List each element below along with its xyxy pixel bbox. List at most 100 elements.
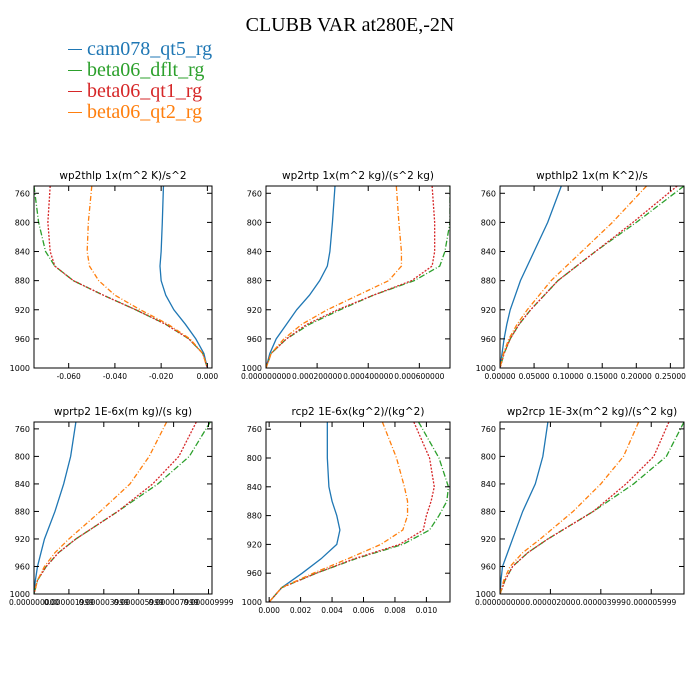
x-tick-label: 0.000200000 bbox=[292, 372, 342, 381]
plot-frame bbox=[499, 185, 685, 369]
panel: wprtp2 1E-6x(m kg)/(s kg) 760 800 840 880 920… bbox=[9, 406, 234, 607]
y-tick-label: 920 bbox=[15, 535, 30, 544]
x-tick-label: 0.000002000 bbox=[525, 598, 575, 607]
panel-title: wp2rcp 1E-3x(m^2 kg)/(s^2 kg) bbox=[507, 406, 678, 418]
x-tick-label: 0.000 bbox=[258, 606, 280, 615]
legend-item: beta06_dflt_rg bbox=[68, 59, 212, 81]
x-tick-label: 0.002 bbox=[290, 606, 312, 615]
y-tick-label: 920 bbox=[481, 535, 496, 544]
x-tick-label: 0.10000 bbox=[553, 372, 584, 381]
series-line bbox=[266, 186, 450, 368]
y-tick-label: 760 bbox=[247, 425, 262, 434]
panel-title: wp2rtp 1x(m^2 kg)/(s^2 kg) bbox=[282, 170, 434, 182]
panel-title: wp2thlp 1x(m^2 K)/s^2 bbox=[59, 170, 186, 182]
series-line bbox=[34, 422, 168, 594]
legend-label: beta06_qt2_rg bbox=[87, 101, 203, 123]
y-tick-label: 880 bbox=[247, 277, 262, 286]
x-tick-label: 0.15000 bbox=[587, 372, 618, 381]
panel: wpthlp2 1x(m K^2)/s 760 800 840 880 920 960 100… bbox=[476, 170, 686, 381]
x-tick-label: 0.000003999 bbox=[79, 598, 129, 607]
x-tick-label: -0.060 bbox=[57, 372, 81, 381]
x-tick-label: 0.010 bbox=[416, 606, 438, 615]
y-tick-label: 760 bbox=[481, 189, 496, 198]
series-line bbox=[268, 422, 341, 602]
panel: wp2rcp 1E-3x(m^2 kg)/(s^2 kg) 760 800 840 88… bbox=[475, 406, 685, 607]
x-tick-label: 0.006 bbox=[353, 606, 375, 615]
x-tick-label: 0.000000000 bbox=[9, 598, 59, 607]
plot-frame bbox=[265, 185, 451, 369]
y-tick-label: 760 bbox=[247, 189, 262, 198]
x-tick-label: 0.000 bbox=[197, 372, 219, 381]
series-line bbox=[266, 186, 436, 368]
legend-line bbox=[68, 112, 82, 113]
x-tick-label: -0.040 bbox=[103, 372, 127, 381]
panel-title: rcp2 1E-6x(kg^2)/(kg^2) bbox=[292, 406, 425, 418]
series-line bbox=[500, 422, 684, 594]
x-tick-label: 0.000001999 bbox=[44, 598, 94, 607]
y-tick-label: 1000 bbox=[476, 364, 496, 373]
y-tick-label: 800 bbox=[15, 452, 30, 461]
y-tick-label: 840 bbox=[247, 248, 262, 257]
plot-frame bbox=[265, 421, 451, 603]
y-tick-label: 760 bbox=[15, 189, 30, 198]
y-tick-label: 1000 bbox=[10, 364, 30, 373]
y-tick-label: 1000 bbox=[10, 590, 30, 599]
y-tick-label: 840 bbox=[15, 248, 30, 257]
plot-frame bbox=[499, 421, 685, 595]
x-tick-label: 0.000005999 bbox=[626, 598, 676, 607]
series-line bbox=[268, 422, 409, 602]
y-tick-label: 920 bbox=[481, 306, 496, 315]
y-tick-label: 800 bbox=[15, 218, 30, 227]
legend-line bbox=[68, 91, 82, 92]
y-tick-label: 840 bbox=[481, 248, 496, 257]
series-line bbox=[159, 186, 209, 368]
x-tick-label: -0.020 bbox=[149, 372, 173, 381]
plot-frame bbox=[33, 421, 213, 595]
y-tick-label: 760 bbox=[481, 425, 496, 434]
x-tick-label: 0.000000000 bbox=[241, 372, 291, 381]
y-tick-label: 960 bbox=[247, 569, 262, 578]
y-tick-label: 960 bbox=[481, 335, 496, 344]
figure-title: CLUBB VAR at280E,-2N bbox=[245, 14, 455, 36]
x-tick-label: 0.00000 bbox=[484, 372, 515, 381]
legend-item: beta06_qt2_rg bbox=[68, 101, 212, 123]
series-line bbox=[86, 186, 208, 368]
series-line bbox=[500, 186, 684, 368]
legend-item: beta06_qt1_rg bbox=[68, 80, 212, 102]
y-tick-label: 840 bbox=[247, 483, 262, 492]
x-tick-label: 0.008 bbox=[384, 606, 406, 615]
y-tick-label: 800 bbox=[481, 218, 496, 227]
legend-line bbox=[68, 70, 82, 71]
y-tick-label: 760 bbox=[15, 425, 30, 434]
y-tick-label: 880 bbox=[15, 507, 30, 516]
x-tick-label: 0.000003999 bbox=[576, 598, 626, 607]
legend-item: cam078_qt5_rg bbox=[68, 38, 213, 60]
panel-title: wpthlp2 1x(m K^2)/s bbox=[536, 170, 648, 182]
x-tick-label: 0.05000 bbox=[519, 372, 550, 381]
y-tick-label: 1000 bbox=[242, 364, 262, 373]
series-line bbox=[500, 186, 647, 368]
y-tick-label: 800 bbox=[247, 454, 262, 463]
y-tick-label: 1000 bbox=[476, 590, 496, 599]
x-tick-label: 0.000600000 bbox=[394, 372, 444, 381]
x-tick-label: 0.004 bbox=[321, 606, 343, 615]
series-line bbox=[34, 186, 208, 368]
y-tick-label: 880 bbox=[481, 507, 496, 516]
y-tick-label: 800 bbox=[247, 218, 262, 227]
series-line bbox=[500, 186, 678, 368]
y-tick-label: 920 bbox=[15, 306, 30, 315]
x-tick-label: 0.000009999 bbox=[183, 598, 233, 607]
y-tick-label: 880 bbox=[15, 277, 30, 286]
y-tick-label: 880 bbox=[247, 512, 262, 521]
legend-label: cam078_qt5_rg bbox=[87, 38, 213, 60]
series-line bbox=[34, 422, 77, 594]
y-tick-label: 960 bbox=[15, 562, 30, 571]
series-line bbox=[266, 186, 336, 368]
y-tick-label: 1000 bbox=[242, 598, 262, 607]
series-line bbox=[47, 186, 208, 368]
series-line bbox=[268, 422, 435, 602]
panel: wp2thlp 1x(m^2 K)/s^2 760 800 840 880 920 960 1… bbox=[10, 170, 219, 381]
legend-line bbox=[68, 49, 82, 50]
series-line bbox=[500, 422, 640, 594]
